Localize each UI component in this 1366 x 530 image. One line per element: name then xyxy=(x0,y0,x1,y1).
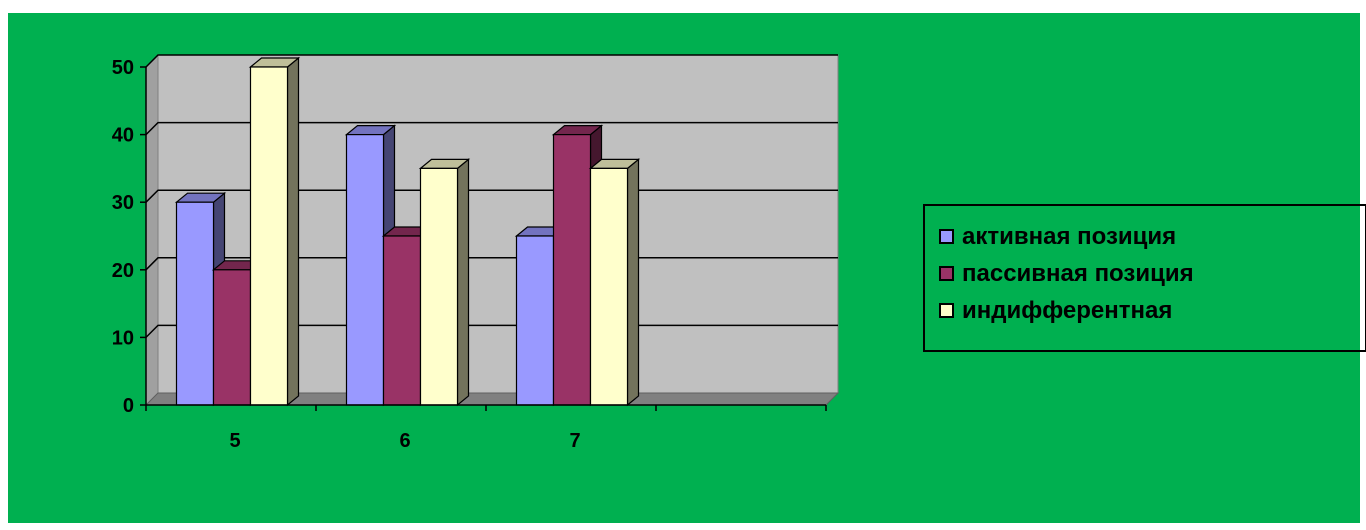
chart-panel: 0 10 20 30 40 50 5 6 7 активная позиция пассивна… xyxy=(8,13,1366,523)
y-tick-label: 0 xyxy=(123,395,134,417)
y-tick-label: 30 xyxy=(112,192,134,214)
bar-chart: 0 10 20 30 40 50 5 6 7 xyxy=(112,53,840,452)
legend-label-series-2: пассивная позиция xyxy=(962,259,1194,287)
bar xyxy=(589,167,629,406)
y-tick-label: 20 xyxy=(112,260,134,282)
legend-item-series-3: индифферентная xyxy=(939,292,1365,329)
bar xyxy=(552,133,592,406)
bar xyxy=(382,235,422,406)
x-tick-label: 5 xyxy=(229,430,240,452)
legend-swatch-series-3 xyxy=(939,303,954,318)
plot-side-wall xyxy=(145,53,159,407)
bar-side xyxy=(626,158,640,407)
x-tick-label: 6 xyxy=(399,430,410,452)
bar-side xyxy=(286,56,300,407)
legend-swatch-series-2 xyxy=(939,266,954,281)
bar xyxy=(419,167,459,406)
bar xyxy=(345,133,385,406)
bar xyxy=(212,269,252,406)
gridline xyxy=(145,121,838,136)
bar-side xyxy=(456,158,470,407)
bar xyxy=(175,201,215,406)
chart-legend: активная позиция пассивная позиция индиф… xyxy=(923,204,1366,352)
gridline xyxy=(145,54,838,68)
y-tick-label: 10 xyxy=(112,327,134,349)
legend-item-series-2: пассивная позиция xyxy=(939,255,1365,292)
y-tick-label: 50 xyxy=(112,57,134,79)
legend-label-series-1: активная позиция xyxy=(962,222,1177,250)
bar xyxy=(515,235,555,406)
bar xyxy=(249,66,289,406)
legend-item-series-1: активная позиция xyxy=(939,218,1365,255)
legend-swatch-series-1 xyxy=(939,229,954,244)
y-tick-label: 40 xyxy=(112,125,134,147)
x-tick-label: 7 xyxy=(569,430,580,452)
legend-label-series-3: индифферентная xyxy=(962,296,1173,324)
